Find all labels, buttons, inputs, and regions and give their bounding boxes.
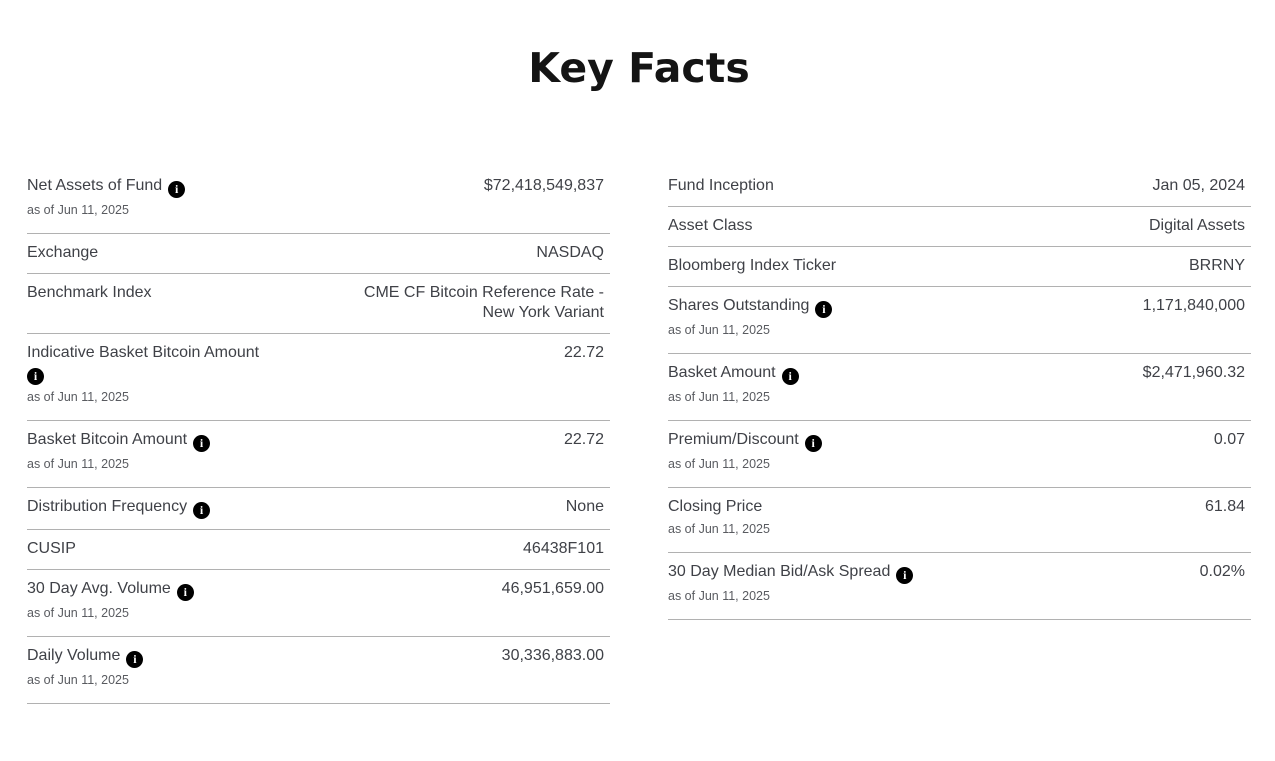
fact-value: 22.72 <box>563 344 604 361</box>
fact-value: 1,171,840,000 <box>1142 297 1245 314</box>
fact-value: 0.07 <box>1213 431 1245 448</box>
fact-value: 61.84 <box>1204 498 1245 515</box>
fact-asof-date: as of Jun 11, 2025 <box>27 203 129 217</box>
fact-asof-date: as of Jun 11, 2025 <box>668 522 770 536</box>
fact-asof-date: as of Jun 11, 2025 <box>668 390 770 404</box>
fact-row-bloomberg-index-ticker: Bloomberg Index Ticker BRRNY <box>668 247 1251 287</box>
fact-asof-date: as of Jun 11, 2025 <box>668 457 770 471</box>
fact-label: Shares Outstanding <box>668 297 810 314</box>
fact-label-cell: 30 Day Avg. Volume i as of Jun 11, 2025 <box>27 579 502 621</box>
fact-value: CME CF Bitcoin Reference Rate - New York… <box>363 284 604 321</box>
fact-label-cell: Basket Amount i as of Jun 11, 2025 <box>668 363 1143 405</box>
fact-label-cell: Indicative Basket Bitcoin Amount i as of J… <box>27 343 564 405</box>
fact-asof-date: as of Jun 11, 2025 <box>27 673 129 687</box>
fact-label-cell: Exchange <box>27 243 536 263</box>
fact-label: Basket Bitcoin Amount <box>27 431 188 448</box>
info-icon[interactable]: i <box>896 567 914 584</box>
key-facts-columns: Net Assets of Fund i as of Jun 11, 2025 $72… <box>27 167 1251 704</box>
info-icon[interactable]: i <box>193 435 211 452</box>
fact-row-distribution-frequency: Distribution Frequency i None <box>27 488 610 530</box>
info-icon[interactable]: i <box>781 368 799 385</box>
fact-value: $2,471,960.32 <box>1142 364 1245 381</box>
fact-label: 30 Day Avg. Volume <box>27 580 171 597</box>
key-facts-right-column: Fund Inception Jan 05, 2024 Asset Class Dig… <box>668 167 1251 620</box>
info-icon[interactable]: i <box>176 584 194 601</box>
fact-row-cusip: CUSIP 46438F101 <box>27 530 610 570</box>
fact-row-indicative-basket-bitcoin-amount: Indicative Basket Bitcoin Amount i as of J… <box>27 334 610 421</box>
fact-label-cell: Fund Inception <box>668 176 1152 196</box>
fact-asof-date: as of Jun 11, 2025 <box>668 589 770 603</box>
fact-label: Exchange <box>27 244 99 261</box>
fact-value: 46438F101 <box>523 540 604 557</box>
fact-value: Digital Assets <box>1148 217 1245 234</box>
info-icon[interactable]: i <box>815 301 833 318</box>
fact-value: $72,418,549,837 <box>483 177 604 194</box>
fact-label: Benchmark Index <box>27 284 152 301</box>
fact-label-cell: CUSIP <box>27 539 523 559</box>
fact-row-basket-amount: Basket Amount i as of Jun 11, 2025 $2,471,9… <box>668 354 1251 421</box>
fact-label-cell: 30 Day Median Bid/Ask Spread i as of Jun 1… <box>668 562 1200 604</box>
fact-asof-date: as of Jun 11, 2025 <box>27 390 129 404</box>
fact-label: CUSIP <box>27 540 76 557</box>
fact-label-cell: Distribution Frequency i <box>27 497 566 519</box>
fact-row-net-assets-of-fund: Net Assets of Fund i as of Jun 11, 2025 $72… <box>27 167 610 234</box>
fact-label-cell: Benchmark Index <box>27 283 352 303</box>
fact-label: 30 Day Median Bid/Ask Spread <box>668 563 891 580</box>
fact-asof-date: as of Jun 11, 2025 <box>668 323 770 337</box>
fact-label: Net Assets of Fund <box>27 177 163 194</box>
fact-row-30-day-median-bid-ask-spread: 30 Day Median Bid/Ask Spread i as of Jun 1… <box>668 553 1251 620</box>
fact-value: 30,336,883.00 <box>501 647 604 664</box>
fact-label: Daily Volume <box>27 647 121 664</box>
fact-row-premium-discount: Premium/Discount i as of Jun 11, 2025 0.07 <box>668 421 1251 488</box>
key-facts-left-column: Net Assets of Fund i as of Jun 11, 2025 $72… <box>27 167 610 704</box>
fact-label: Closing Price <box>668 498 763 515</box>
fact-label-cell: Asset Class <box>668 216 1149 236</box>
fact-label: Fund Inception <box>668 177 774 194</box>
fact-label: Indicative Basket Bitcoin Amount <box>27 344 260 361</box>
info-icon[interactable]: i <box>804 435 822 452</box>
fact-label: Distribution Frequency <box>27 498 188 515</box>
fact-label-cell: Premium/Discount i as of Jun 11, 2025 <box>668 430 1214 472</box>
fact-label: Bloomberg Index Ticker <box>668 257 837 274</box>
fact-label-cell: Net Assets of Fund i as of Jun 11, 2025 <box>27 176 484 218</box>
fact-label-cell: Basket Bitcoin Amount i as of Jun 11, 2025 <box>27 430 564 472</box>
fact-value: NASDAQ <box>536 244 604 261</box>
fact-value: 46,951,659.00 <box>501 580 604 597</box>
fact-asof-date: as of Jun 11, 2025 <box>27 457 129 471</box>
fact-label-cell: Bloomberg Index Ticker <box>668 256 1189 276</box>
fact-asof-date: as of Jun 11, 2025 <box>27 606 129 620</box>
fact-row-exchange: Exchange NASDAQ <box>27 234 610 274</box>
fact-label: Premium/Discount <box>668 431 799 448</box>
fact-label: Basket Amount <box>668 364 776 381</box>
fact-row-asset-class: Asset Class Digital Assets <box>668 207 1251 247</box>
fact-row-30-day-avg-volume: 30 Day Avg. Volume i as of Jun 11, 2025 46,… <box>27 570 610 637</box>
fact-row-fund-inception: Fund Inception Jan 05, 2024 <box>668 167 1251 207</box>
info-icon[interactable]: i <box>168 181 186 198</box>
fact-value: 22.72 <box>563 431 604 448</box>
info-icon[interactable]: i <box>27 368 44 385</box>
fact-value: None <box>565 498 604 515</box>
fact-label-cell: Daily Volume i as of Jun 11, 2025 <box>27 646 502 688</box>
fact-value: BRRNY <box>1188 257 1245 274</box>
fact-row-basket-bitcoin-amount: Basket Bitcoin Amount i as of Jun 11, 2025… <box>27 421 610 488</box>
fact-row-shares-outstanding: Shares Outstanding i as of Jun 11, 2025 1,1… <box>668 287 1251 354</box>
fact-value: 0.02% <box>1199 563 1245 580</box>
fact-label: Asset Class <box>668 217 753 234</box>
fact-label-cell: Closing Price as of Jun 11, 2025 <box>668 497 1205 537</box>
fact-row-closing-price: Closing Price as of Jun 11, 2025 61.84 <box>668 488 1251 553</box>
info-icon[interactable]: i <box>126 651 144 668</box>
fact-label-cell: Shares Outstanding i as of Jun 11, 2025 <box>668 296 1143 338</box>
fact-row-daily-volume: Daily Volume i as of Jun 11, 2025 30,336,88… <box>27 637 610 704</box>
info-icon[interactable]: i <box>193 502 211 519</box>
fact-value: Jan 05, 2024 <box>1152 177 1245 194</box>
key-facts-page: Key Facts Net Assets of Fund i as of Jun 1… <box>0 43 1275 704</box>
page-title: Key Facts <box>528 44 750 92</box>
fact-row-benchmark-index: Benchmark Index CME CF Bitcoin Reference … <box>27 274 610 334</box>
